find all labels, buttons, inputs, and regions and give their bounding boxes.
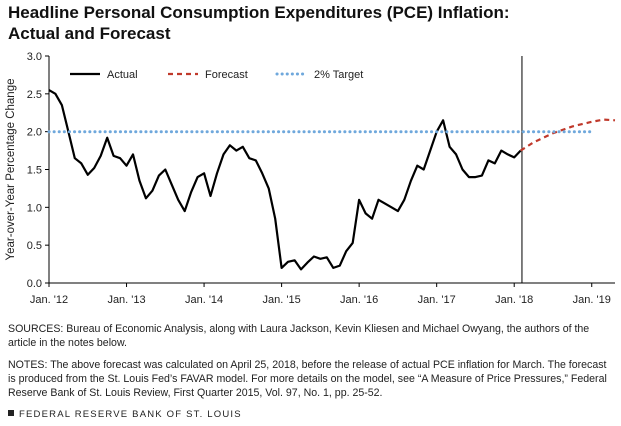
series-line-forecast [520, 118, 616, 152]
footer-label: FEDERAL RESERVE BANK OF ST. LOUIS [19, 409, 242, 420]
y-tick-label: 2.5 [27, 89, 42, 101]
y-tick-label: 0.5 [27, 240, 42, 252]
x-tick-label: Jan. '14 [185, 294, 223, 306]
footer: FEDERAL RESERVE BANK OF ST. LOUIS [8, 409, 242, 420]
y-tick-label: 0.0 [27, 278, 42, 290]
sources-note: SOURCES: Bureau of Economic Analysis, al… [8, 323, 590, 349]
pce-inflation-chart: 0.0 0.5 1.0 1.5 2.0 2.5 3.0 Jan. '12 Jan. '13 Jan… [5, 51, 616, 306]
legend-label: Forecast [205, 69, 248, 81]
chart-title: Headline Personal Consumption Expenditur… [8, 2, 608, 44]
x-tick-label: Jan. '19 [573, 294, 611, 306]
legend-label: Actual [107, 69, 138, 81]
series-line-actual [48, 89, 522, 271]
y-axis-label: Year-over-Year Percentage Change [5, 79, 17, 261]
chart-title-line2: Actual and Forecast [8, 24, 171, 43]
x-tick-label: Jan. '18 [495, 294, 533, 306]
x-tick-label: Jan. '13 [107, 294, 145, 306]
y-tick-label: 1.5 [27, 165, 42, 177]
notes-text: NOTES: The above forecast was calculated… [8, 359, 607, 399]
chart-title-line1: Headline Personal Consumption Expenditur… [8, 3, 510, 22]
y-tick-label: 3.0 [27, 51, 42, 63]
footer-square-icon [8, 410, 14, 416]
x-tick-label: Jan. '16 [340, 294, 378, 306]
x-tick-label: Jan. '17 [418, 294, 456, 306]
y-tick-label: 2.0 [27, 127, 42, 139]
x-tick-label: Jan. '12 [30, 294, 68, 306]
legend-label: 2% Target [314, 69, 363, 81]
x-tick-label: Jan. '15 [263, 294, 301, 306]
y-tick-label: 1.0 [27, 202, 42, 214]
